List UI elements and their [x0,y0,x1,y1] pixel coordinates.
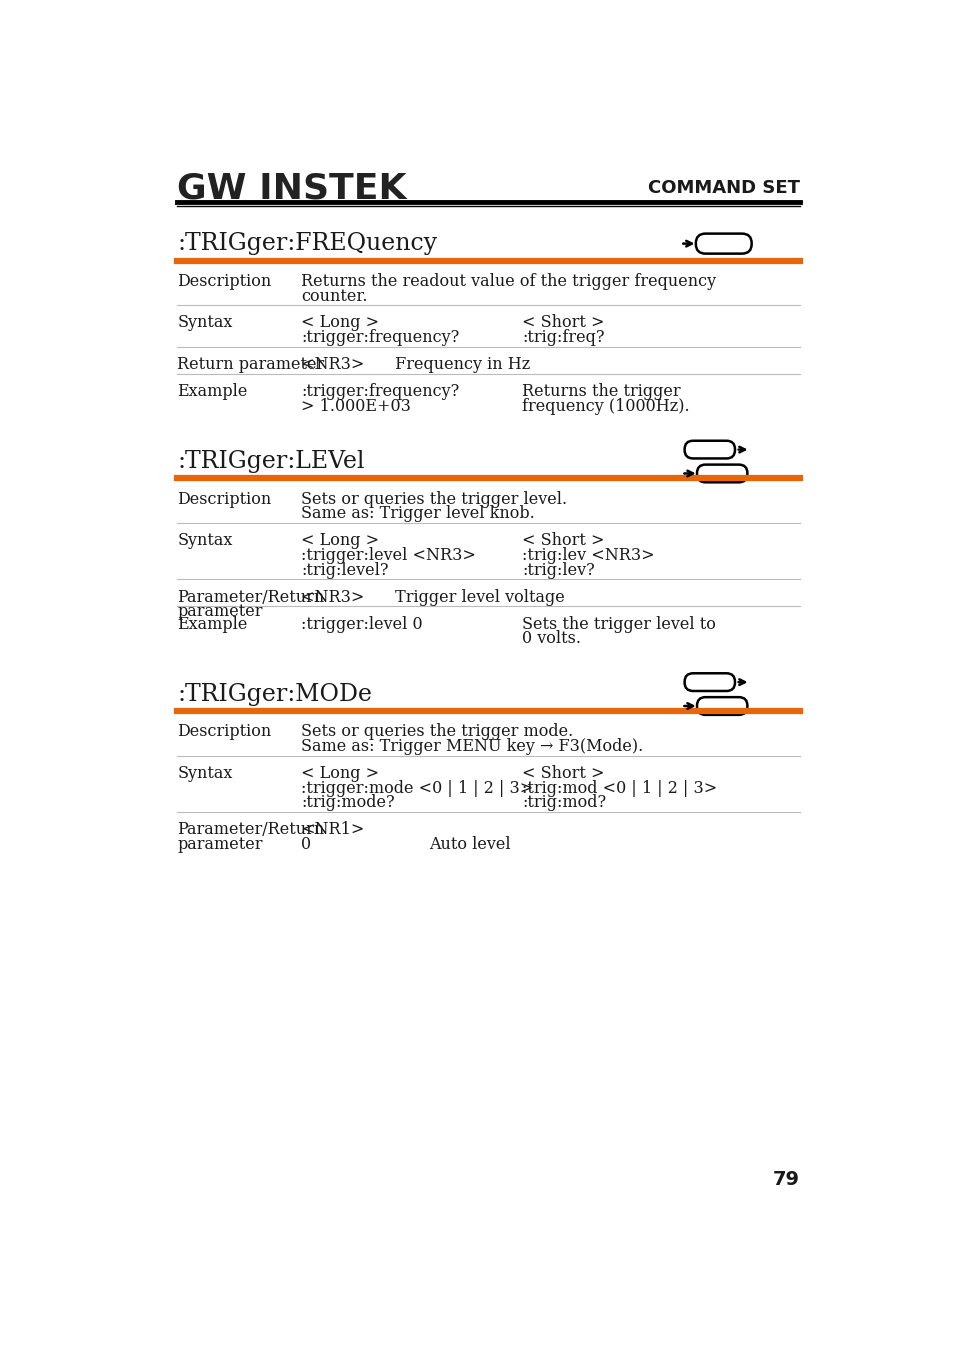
Text: Example: Example [177,383,248,400]
Text: < Long >: < Long > [301,765,379,782]
Text: < Short >: < Short > [521,532,604,549]
Text: Syntax: Syntax [177,532,233,549]
Text: <NR3>      Frequency in Hz: <NR3> Frequency in Hz [301,356,530,373]
Text: Sets the trigger level to: Sets the trigger level to [521,616,716,633]
Text: :trigger:mode <0 | 1 | 2 | 3>: :trigger:mode <0 | 1 | 2 | 3> [301,779,533,796]
Text: Description: Description [177,724,272,740]
Text: 0 volts.: 0 volts. [521,630,580,647]
Text: > 1.000E+03: > 1.000E+03 [301,398,411,414]
Text: GW INSTEK: GW INSTEK [177,171,406,205]
Text: :trig:freq?: :trig:freq? [521,329,604,346]
FancyBboxPatch shape [697,697,746,716]
Text: < Short >: < Short > [521,765,604,782]
Text: :TRIGger:LEVel: :TRIGger:LEVel [177,450,364,472]
Text: Sets or queries the trigger mode.: Sets or queries the trigger mode. [301,724,573,740]
Text: < Long >: < Long > [301,315,379,332]
Text: :trig:mode?: :trig:mode? [301,794,395,811]
Text: parameter: parameter [177,836,263,853]
Text: Syntax: Syntax [177,315,233,332]
Text: counter.: counter. [301,288,368,305]
Text: Parameter/Return: Parameter/Return [177,589,324,606]
Text: frequency (1000Hz).: frequency (1000Hz). [521,398,689,414]
Text: :trigger:level <NR3>: :trigger:level <NR3> [301,547,476,564]
FancyBboxPatch shape [695,234,751,254]
Text: :trig:mod <0 | 1 | 2 | 3>: :trig:mod <0 | 1 | 2 | 3> [521,779,717,796]
Text: Same as: Trigger MENU key → F3(Mode).: Same as: Trigger MENU key → F3(Mode). [301,738,643,755]
Text: :trigger:frequency?: :trigger:frequency? [301,383,459,400]
Text: :trig:lev?: :trig:lev? [521,562,595,579]
Text: <NR3>      Trigger level voltage: <NR3> Trigger level voltage [301,589,564,606]
Text: :TRIGger:FREQuency: :TRIGger:FREQuency [177,232,437,255]
FancyBboxPatch shape [684,674,734,691]
Text: <NR1>: <NR1> [301,821,364,838]
FancyBboxPatch shape [697,464,746,482]
Text: 0: 0 [301,836,312,853]
Text: Sets or queries the trigger level.: Sets or queries the trigger level. [301,491,567,508]
Text: :TRIGger:MODe: :TRIGger:MODe [177,683,372,706]
Text: :trigger:frequency?: :trigger:frequency? [301,329,459,346]
Text: Syntax: Syntax [177,765,233,782]
Text: Returns the trigger: Returns the trigger [521,383,680,400]
Text: Auto level: Auto level [429,836,511,853]
Text: 79: 79 [772,1170,799,1189]
FancyBboxPatch shape [684,440,734,459]
Text: Return parameter: Return parameter [177,356,324,373]
Text: < Short >: < Short > [521,315,604,332]
Text: :trigger:level 0: :trigger:level 0 [301,616,422,633]
Text: Description: Description [177,273,272,290]
Text: Description: Description [177,491,272,508]
Text: :trig:lev <NR3>: :trig:lev <NR3> [521,547,654,564]
Text: :trig:level?: :trig:level? [301,562,389,579]
Text: Example: Example [177,616,248,633]
Text: COMMAND SET: COMMAND SET [647,180,799,197]
Text: < Long >: < Long > [301,532,379,549]
Text: Same as: Trigger level knob.: Same as: Trigger level knob. [301,505,535,522]
Text: :trig:mod?: :trig:mod? [521,794,606,811]
Text: parameter: parameter [177,603,263,620]
Text: Parameter/Return: Parameter/Return [177,821,324,838]
Text: Returns the readout value of the trigger frequency: Returns the readout value of the trigger… [301,273,716,290]
